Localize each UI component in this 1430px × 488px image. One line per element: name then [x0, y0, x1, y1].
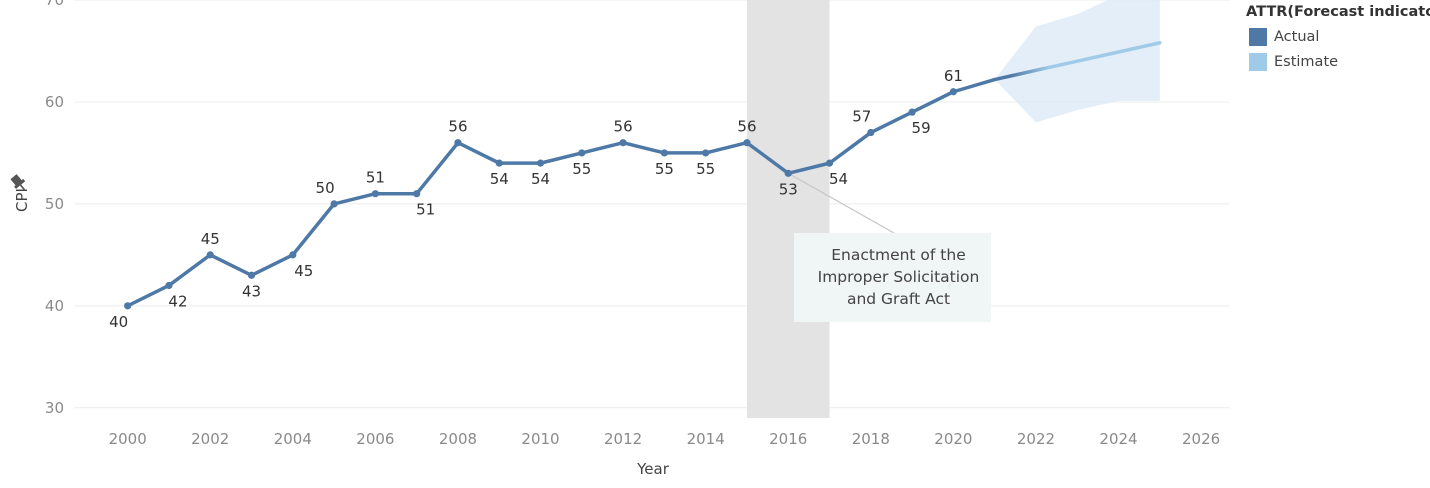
- data-point-2015[interactable]: [743, 139, 751, 147]
- x-tick-label-2014: 2014: [687, 430, 725, 448]
- x-tick-label-2004: 2004: [274, 430, 312, 448]
- data-point-2017[interactable]: [825, 159, 834, 167]
- x-tick-label-2010: 2010: [521, 430, 559, 448]
- legend-swatch-estimate: [1249, 52, 1267, 71]
- highlight-band: [746, 0, 830, 418]
- annotation-text-line-1: Enactment of the: [831, 246, 965, 264]
- y-axis-title-group: CPI: [13, 188, 31, 212]
- legend: ATTR(Forecast indicator) Actual Estimate: [1246, 4, 1430, 74]
- data-point-2018[interactable]: [867, 128, 875, 137]
- y-tick-label-60: 60: [45, 93, 64, 111]
- legend-swatch-actual: [1249, 27, 1267, 46]
- x-tick-label-2020: 2020: [934, 430, 972, 448]
- pin-icon[interactable]: [9, 173, 29, 194]
- data-label-2018: 57: [852, 108, 871, 126]
- x-tick-label-2006: 2006: [356, 430, 394, 448]
- y-tick-label-30: 30: [45, 399, 64, 417]
- data-label-2001: 42: [168, 292, 187, 310]
- data-point-2002[interactable]: [206, 251, 214, 259]
- x-axis-ticks: 2000 2002 2004 2006 2008 2010 2012 2014 2016 2018…: [109, 430, 1221, 448]
- legend-item-actual[interactable]: Actual: [1246, 24, 1430, 49]
- x-tick-label-2000: 2000: [109, 430, 147, 448]
- gridlines: [74, 0, 1230, 409]
- annotation-connector: [787, 172, 895, 234]
- series-line-estimate: [992, 41, 1162, 82]
- data-point-layer: [124, 88, 957, 310]
- data-label-2014: 55: [696, 160, 715, 178]
- data-label-2004: 45: [294, 262, 313, 280]
- data-label-2012: 56: [614, 118, 633, 136]
- data-label-2019: 59: [912, 119, 931, 137]
- y-axis-ticks: 30 40 50 60 70: [45, 0, 64, 417]
- legend-label-actual: Actual: [1274, 28, 1320, 45]
- data-label-2016: 53: [779, 180, 798, 198]
- data-point-2019[interactable]: [908, 108, 916, 116]
- data-label-2009: 54: [490, 170, 509, 188]
- data-point-2003[interactable]: [247, 271, 256, 279]
- y-tick-label-40: 40: [45, 297, 64, 315]
- data-point-2013[interactable]: [660, 149, 668, 157]
- x-axis-title: Year: [636, 460, 670, 478]
- x-tick-label-2012: 2012: [604, 430, 642, 448]
- data-label-2002: 45: [201, 230, 220, 248]
- y-tick-label-70: 70: [45, 0, 64, 9]
- data-point-2000[interactable]: [124, 302, 132, 310]
- series-line-layer: [125, 41, 1162, 308]
- y-tick-label-50: 50: [45, 195, 64, 213]
- data-label-2007: 51: [416, 201, 435, 219]
- data-label-2010: 54: [531, 170, 550, 188]
- x-tick-label-2024: 2024: [1099, 430, 1137, 448]
- legend-label-estimate: Estimate: [1274, 53, 1339, 70]
- data-label-2017: 54: [829, 170, 848, 188]
- data-point-2007[interactable]: [413, 190, 421, 198]
- data-point-2012[interactable]: [619, 139, 627, 147]
- data-label-2015: 56: [737, 118, 756, 136]
- data-label-2013: 55: [655, 160, 674, 178]
- x-tick-label-2002: 2002: [191, 430, 229, 448]
- data-label-2003: 43: [242, 282, 261, 300]
- data-label-2005: 50: [316, 179, 335, 197]
- series-line-actual: [125, 77, 997, 308]
- legend-item-estimate[interactable]: Estimate: [1246, 49, 1430, 74]
- data-label-2008: 56: [448, 118, 467, 136]
- data-label-2011: 55: [572, 160, 591, 178]
- x-tick-label-2008: 2008: [439, 430, 477, 448]
- data-point-2004[interactable]: [289, 251, 297, 259]
- x-tick-label-2022: 2022: [1017, 430, 1055, 448]
- x-tick-label-2016: 2016: [769, 430, 807, 448]
- annotation-layer: Enactment of the Improper Solicitation and…: [787, 172, 991, 322]
- data-label-layer: 40 42 45 43 45 50 51 51 56 54 54 55 56 55 55 56 53 54 57 59…: [109, 67, 963, 331]
- data-point-2009[interactable]: [495, 159, 503, 167]
- y-axis-title: CPI: [13, 188, 31, 212]
- data-point-2011[interactable]: [578, 149, 586, 157]
- data-point-2020[interactable]: [949, 88, 957, 96]
- data-point-2014[interactable]: [702, 149, 710, 157]
- annotation-text-line-3: and Graft Act: [847, 290, 950, 308]
- data-point-2001[interactable]: [165, 281, 173, 290]
- x-tick-label-2018: 2018: [852, 430, 890, 448]
- annotation-box: [794, 233, 991, 322]
- annotation-text-line-2: Improper Solicitation: [818, 268, 980, 286]
- data-point-2005[interactable]: [330, 200, 338, 208]
- highlight-band-layer: [746, 0, 830, 418]
- legend-title: ATTR(Forecast indicator): [1246, 4, 1430, 20]
- data-label-2006: 51: [366, 169, 385, 187]
- data-point-2006[interactable]: [371, 190, 379, 198]
- line-chart: Enactment of the Improper Solicitation and…: [9, 0, 1230, 478]
- data-label-2000: 40: [109, 313, 128, 331]
- data-point-2010[interactable]: [536, 159, 545, 167]
- data-label-2020: 61: [944, 67, 963, 85]
- data-point-2008[interactable]: [454, 139, 462, 147]
- data-point-2016[interactable]: [784, 169, 792, 177]
- x-tick-label-2026: 2026: [1182, 430, 1220, 448]
